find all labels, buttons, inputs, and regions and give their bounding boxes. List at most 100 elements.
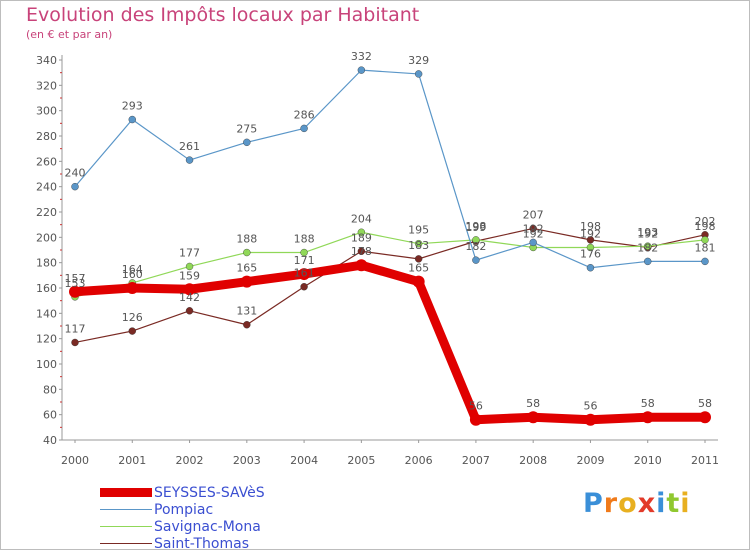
- data-point: [185, 156, 194, 164]
- data-label: 198: [465, 220, 486, 233]
- x-tick-label: 2007: [462, 454, 490, 467]
- series-line: [74, 231, 706, 298]
- data-point: [128, 115, 136, 124]
- x-tick-label: 2008: [519, 454, 547, 467]
- data-label: 199: [465, 221, 486, 234]
- y-tick-label: 160: [36, 282, 57, 295]
- y-tick-label: 240: [36, 181, 57, 194]
- data-point: [185, 262, 194, 271]
- data-label: 126: [122, 311, 143, 324]
- proxiti-logo: Proxiti: [583, 488, 691, 519]
- data-point: [69, 285, 81, 298]
- data-label: 189: [351, 231, 372, 244]
- data-label: 181: [695, 241, 716, 254]
- y-tick-label: 300: [36, 105, 57, 118]
- data-point: [472, 256, 480, 264]
- legend-label: Saint-Thomas: [154, 536, 249, 552]
- data-label: 157: [65, 272, 86, 285]
- logo-letter: i: [680, 488, 691, 519]
- data-label: 207: [523, 208, 544, 221]
- x-tick-label: 2003: [233, 454, 261, 467]
- data-label: 192: [580, 227, 601, 240]
- data-label: 131: [236, 305, 257, 318]
- x-tick-label: 2006: [405, 454, 433, 467]
- data-label: 204: [351, 212, 372, 225]
- logo-letter: x: [637, 488, 657, 519]
- data-label: 160: [122, 268, 143, 281]
- data-label: 164: [122, 263, 143, 276]
- data-label: 192: [523, 227, 544, 240]
- chart-subtitle: (en € et par an): [26, 28, 113, 41]
- data-label: 58: [526, 397, 540, 410]
- data-label: 58: [698, 397, 712, 410]
- data-label: 240: [65, 167, 86, 180]
- logo-letter: t: [666, 488, 681, 519]
- data-point: [71, 338, 79, 347]
- data-label: 275: [236, 122, 257, 135]
- series-line: [74, 227, 706, 344]
- data-label: 195: [408, 224, 429, 237]
- y-tick-label: 140: [36, 307, 57, 320]
- data-label: 202: [695, 215, 716, 228]
- y-tick-label: 320: [36, 79, 57, 92]
- data-label: 183: [408, 239, 429, 252]
- data-point: [414, 70, 423, 78]
- data-label: 193: [637, 226, 658, 239]
- data-point: [128, 327, 136, 335]
- legend-item: Saint-Thomas: [100, 536, 350, 553]
- legend-label: Savignac-Mona: [154, 519, 261, 535]
- data-point: [644, 242, 652, 250]
- legend-label: Pompiac: [154, 502, 214, 518]
- data-label: 165: [408, 262, 429, 275]
- y-tick-label: 120: [36, 333, 57, 346]
- logo-letter: i: [656, 488, 667, 519]
- data-point: [472, 236, 480, 244]
- data-point: [355, 259, 368, 272]
- line-chart: 40 60 80 100 120 140 160 180 200 220 240 260 280 300 3…: [36, 50, 719, 467]
- series-line: [70, 260, 710, 425]
- x-tick-label: 2000: [61, 454, 89, 467]
- y-tick-label: 220: [36, 206, 57, 219]
- data-point: [300, 124, 308, 133]
- data-label: 117: [65, 322, 86, 335]
- data-point: [527, 411, 540, 424]
- data-label: 261: [179, 140, 200, 153]
- series-line: [74, 69, 706, 269]
- data-label: 165: [236, 262, 257, 275]
- legend-swatch: [100, 526, 152, 527]
- x-tick-label: 2009: [576, 454, 604, 467]
- data-label: 142: [179, 291, 200, 304]
- data-point: [586, 243, 595, 252]
- legend-item: Pompiac: [100, 502, 350, 519]
- legend-swatch: [100, 543, 152, 544]
- y-tick-label: 260: [36, 155, 57, 168]
- data-label: 332: [351, 50, 372, 63]
- data-point: [644, 257, 652, 266]
- data-label: 58: [641, 397, 655, 410]
- data-label: 192: [523, 222, 544, 235]
- data-point: [300, 283, 308, 291]
- data-point: [126, 282, 139, 294]
- y-tick-label: 340: [36, 54, 57, 67]
- data-point: [357, 247, 366, 255]
- data-point: [414, 239, 423, 248]
- data-label: 182: [465, 240, 486, 253]
- y-tick-label: 200: [36, 231, 57, 244]
- data-point: [185, 307, 194, 315]
- data-point: [586, 236, 595, 244]
- data-point: [469, 413, 482, 426]
- x-tick-label: 2005: [347, 454, 375, 467]
- data-point: [243, 138, 251, 147]
- data-point: [641, 411, 654, 424]
- data-point: [71, 182, 79, 191]
- y-tick-label: 60: [43, 409, 57, 422]
- y-tick-label: 80: [43, 383, 57, 396]
- y-tick-label: 40: [43, 434, 57, 447]
- data-label: 56: [469, 400, 483, 413]
- data-point: [183, 283, 196, 296]
- x-tick-label: 2002: [176, 454, 204, 467]
- logo-letter: o: [618, 488, 638, 519]
- data-label: 188: [294, 233, 315, 246]
- logo-letter: P: [583, 488, 604, 519]
- data-point: [357, 66, 366, 74]
